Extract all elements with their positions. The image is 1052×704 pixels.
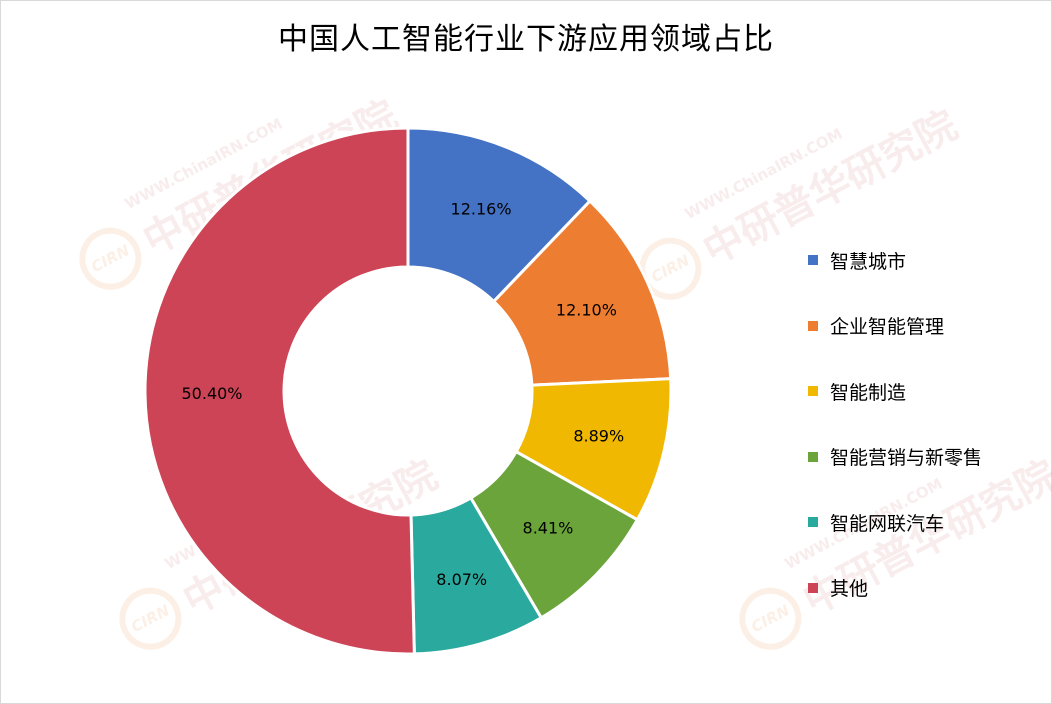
legend-item: 其他 bbox=[808, 572, 982, 604]
chart-title: 中国人工智能行业下游应用领域占比 bbox=[278, 22, 774, 57]
legend-item: 智慧城市 bbox=[808, 244, 982, 276]
slice-data-label: 12.16% bbox=[451, 200, 512, 219]
legend-label: 智能网联汽车 bbox=[830, 512, 945, 535]
legend-item: 智能营销与新零售 bbox=[808, 441, 982, 473]
legend-label: 其他 bbox=[830, 578, 869, 600]
legend-item: 智能制造 bbox=[808, 375, 982, 407]
slice-data-label: 12.10% bbox=[556, 300, 617, 319]
legend-item: 智能网联汽车 bbox=[808, 506, 982, 538]
legend-label: 智能营销与新零售 bbox=[830, 447, 983, 469]
legend-label: 智慧城市 bbox=[830, 250, 907, 273]
legend-swatch bbox=[808, 320, 818, 331]
legend-label: 智能制造 bbox=[830, 381, 907, 404]
slice-data-label: 8.89% bbox=[573, 427, 624, 446]
slice-data-label: 50.40% bbox=[182, 384, 243, 403]
slice-data-label: 8.07% bbox=[436, 570, 487, 589]
donut-slice bbox=[143, 126, 416, 656]
chart-legend: 智慧城市企业智能管理 智能制造智能营销与新零售 智能网联汽车 其他 bbox=[808, 244, 982, 637]
donut-slices bbox=[143, 126, 673, 656]
legend-swatch bbox=[808, 255, 818, 265]
slice-data-label: 8.41% bbox=[523, 519, 574, 538]
legend-swatch bbox=[808, 582, 818, 593]
legend-item: 企业智能管理 bbox=[808, 310, 982, 342]
legend-swatch bbox=[808, 386, 818, 396]
legend-swatch bbox=[808, 517, 818, 527]
legend-swatch bbox=[808, 451, 818, 462]
legend-label: 企业智能管理 bbox=[830, 316, 945, 338]
slice-labels: 12.16% 12.10% 8.89% 8.41% 8.07% 50.40% bbox=[182, 200, 625, 589]
